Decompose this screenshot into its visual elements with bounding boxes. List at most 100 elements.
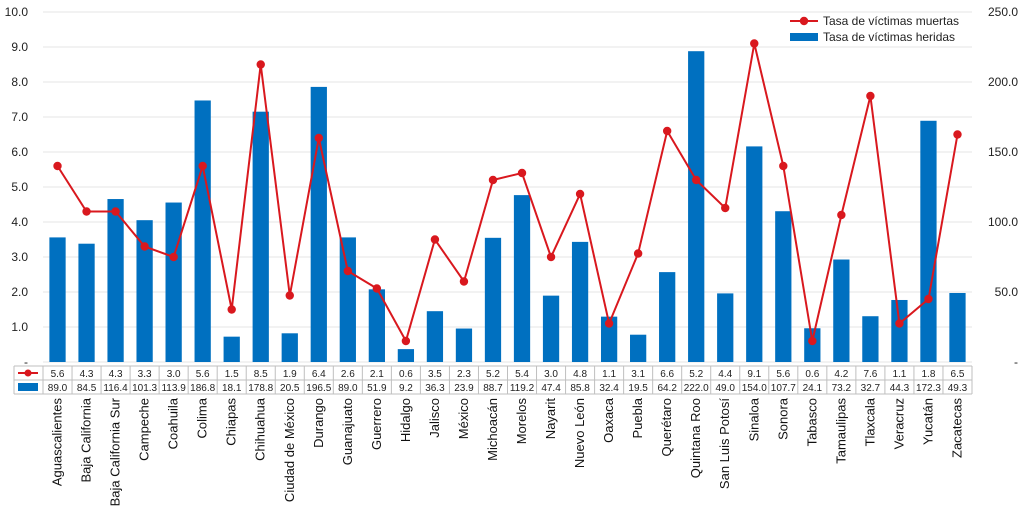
point-deaths bbox=[866, 91, 875, 101]
category-label: Tamaulipas bbox=[833, 398, 848, 464]
table-cell-deaths: 4.3 bbox=[80, 369, 94, 380]
bar-injured bbox=[136, 220, 153, 362]
point-deaths bbox=[953, 130, 962, 139]
left-axis-tick-label: - bbox=[24, 355, 28, 369]
category-label: Guanajuato bbox=[340, 398, 355, 465]
category-label: Sonora bbox=[775, 397, 790, 440]
table-cell-injured: 186.8 bbox=[190, 383, 215, 394]
category-label: Coahuila bbox=[166, 397, 181, 449]
category-label: Colima bbox=[195, 397, 210, 438]
point-deaths bbox=[314, 133, 323, 143]
category-label: Durango bbox=[311, 398, 326, 448]
table-cell-injured: 49.0 bbox=[716, 383, 736, 394]
table-cell-injured: 85.8 bbox=[570, 383, 590, 394]
table-cell-injured: 49.3 bbox=[948, 383, 968, 394]
bar-injured bbox=[426, 311, 444, 362]
right-axis-tick-label: 150.0 bbox=[988, 145, 1018, 159]
table-cell-deaths: 1.1 bbox=[602, 369, 616, 380]
table-cell-deaths: 8.5 bbox=[254, 369, 268, 380]
category-label: Campeche bbox=[137, 398, 152, 461]
table-cell-deaths: 6.4 bbox=[312, 369, 326, 380]
table-cell-injured: 113.9 bbox=[161, 383, 186, 394]
point-deaths bbox=[140, 242, 149, 251]
bar-injured bbox=[600, 316, 618, 362]
point-deaths bbox=[750, 39, 759, 48]
point-deaths bbox=[662, 126, 672, 136]
table-cell-injured: 51.9 bbox=[367, 383, 387, 394]
bar-injured bbox=[484, 237, 502, 362]
table-cell-deaths: 6.6 bbox=[660, 369, 674, 380]
left-axis-tick-label: 6.0 bbox=[11, 145, 28, 159]
category-label: Puebla bbox=[630, 397, 645, 438]
category-label: Oaxaca bbox=[601, 397, 616, 443]
point-deaths bbox=[285, 291, 294, 300]
table-cell-injured: 9.2 bbox=[399, 383, 413, 394]
bar-injured bbox=[542, 295, 560, 362]
point-deaths bbox=[604, 319, 614, 328]
legend-label-deaths: Tasa de víctimas muertas bbox=[823, 14, 959, 28]
table-cell-injured: 73.2 bbox=[832, 383, 852, 394]
legend-key-bar-injured bbox=[790, 33, 818, 41]
category-label: Guerrero bbox=[369, 398, 384, 450]
table-cell-deaths: 4.4 bbox=[718, 369, 732, 380]
bar-injured bbox=[310, 86, 327, 363]
point-deaths bbox=[721, 203, 730, 213]
left-axis-tick-label: 7.0 bbox=[11, 110, 28, 124]
table-cell-deaths: 5.2 bbox=[689, 369, 703, 380]
category-label: Nuevo León bbox=[572, 398, 587, 468]
bar-injured bbox=[717, 293, 734, 362]
category-label: Ciudad de México bbox=[282, 398, 297, 502]
bar-injured bbox=[194, 100, 211, 362]
right-axis-tick-label: - bbox=[1014, 355, 1018, 369]
table-cell-injured: 47.4 bbox=[541, 383, 561, 394]
legend-label-injured: Tasa de víctimas heridas bbox=[823, 30, 955, 44]
table-cell-injured: 19.5 bbox=[628, 383, 648, 394]
table-cell-injured: 20.5 bbox=[280, 383, 300, 394]
bar-injured bbox=[630, 334, 647, 362]
bar-injured bbox=[49, 237, 66, 362]
right-axis-tick-label: 250.0 bbox=[988, 5, 1018, 19]
bar-injured bbox=[223, 336, 240, 362]
category-label: Tlaxcala bbox=[862, 397, 877, 446]
table-cell-deaths: 2.3 bbox=[457, 369, 471, 380]
point-deaths bbox=[430, 235, 440, 244]
table-cell-deaths: 3.0 bbox=[544, 369, 558, 380]
table-cell-injured: 32.4 bbox=[599, 383, 619, 394]
category-label: Hidalgo bbox=[398, 398, 413, 442]
table-cell-deaths: 7.6 bbox=[863, 369, 877, 380]
table-cell-injured: 84.5 bbox=[77, 383, 97, 394]
category-label: Sinaloa bbox=[746, 397, 761, 441]
bar-injured bbox=[949, 292, 966, 362]
bar-injured bbox=[107, 199, 124, 362]
table-cell-deaths: 1.5 bbox=[225, 369, 239, 380]
bar-injured bbox=[891, 299, 908, 362]
table-cell-deaths: 6.5 bbox=[951, 369, 965, 380]
category-label: Jalisco bbox=[427, 398, 442, 438]
table-cell-injured: 23.9 bbox=[454, 383, 474, 394]
legend-key-point-deaths bbox=[799, 16, 809, 26]
table-cell-deaths: 4.8 bbox=[573, 369, 587, 380]
category-label: Veracruz bbox=[891, 398, 906, 449]
right-axis-tick-label: 100.0 bbox=[988, 215, 1018, 229]
table-cell-injured: 119.2 bbox=[510, 383, 535, 394]
table-cell-deaths: 3.1 bbox=[631, 369, 645, 380]
table-cell-injured: 222.0 bbox=[684, 383, 709, 394]
point-deaths bbox=[343, 266, 353, 276]
left-axis-tick-label: 8.0 bbox=[11, 75, 28, 89]
category-label: Baja California Sur bbox=[108, 397, 123, 506]
point-deaths bbox=[227, 305, 236, 314]
line-deaths bbox=[56, 43, 959, 344]
table-cell-deaths: 5.4 bbox=[515, 369, 529, 380]
table-key-bar-injured bbox=[18, 383, 38, 391]
table-cell-injured: 101.3 bbox=[132, 383, 157, 394]
bar-injured bbox=[833, 259, 850, 362]
table-cell-injured: 44.3 bbox=[890, 383, 910, 394]
table-cell-deaths: 5.2 bbox=[486, 369, 500, 380]
category-label: Zacatecas bbox=[949, 398, 964, 458]
left-axis-tick-label: 2.0 bbox=[11, 285, 28, 299]
table-cell-injured: 89.0 bbox=[48, 383, 68, 394]
bar-injured bbox=[339, 237, 356, 362]
bar-injured bbox=[455, 328, 473, 362]
table-cell-injured: 32.7 bbox=[861, 383, 881, 394]
